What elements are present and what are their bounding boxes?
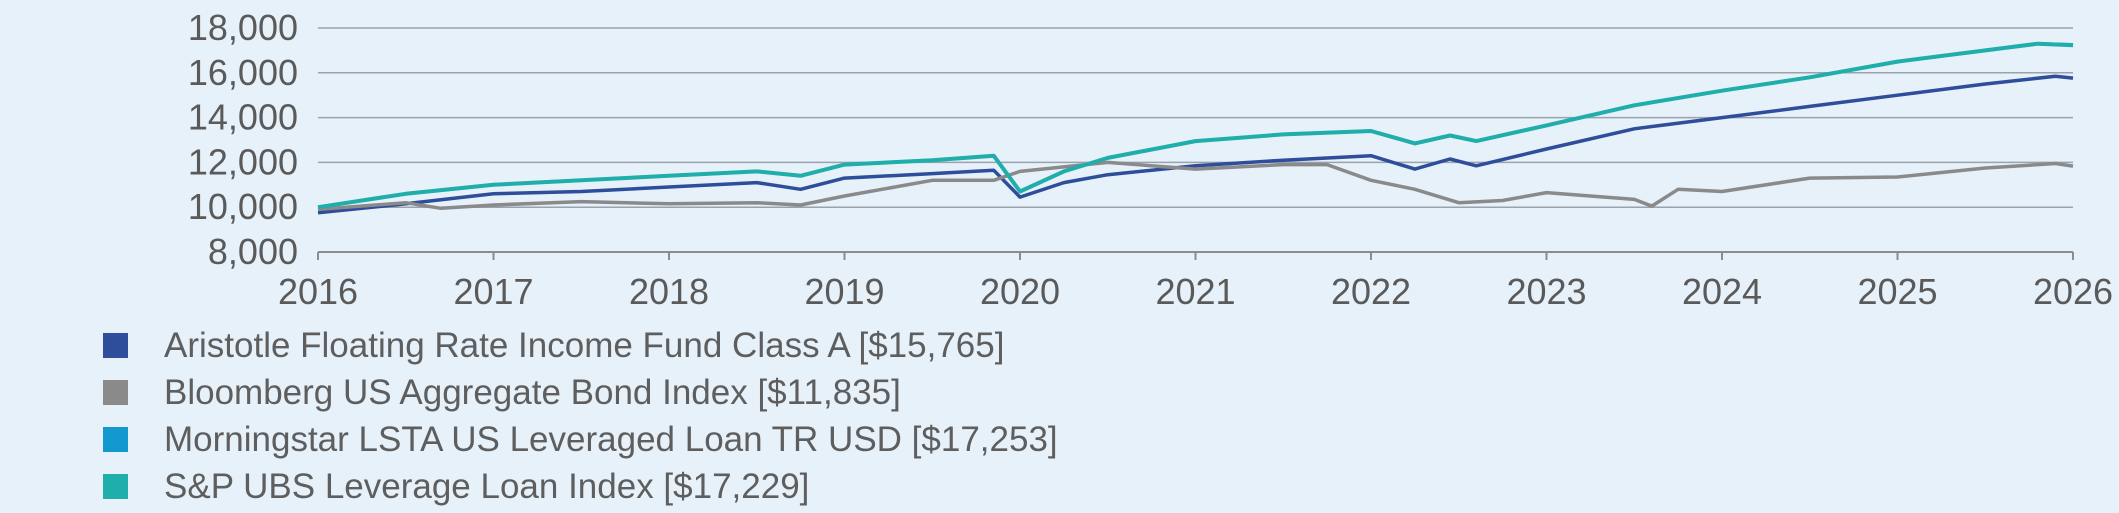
- series-line-1: [317, 74, 2074, 215]
- legend-swatch: [103, 380, 128, 405]
- legend-label: Bloomberg US Aggregate Bond Index [$11,8…: [164, 372, 901, 412]
- x-tick-label: 2025: [1857, 271, 1937, 312]
- legend-item: Bloomberg US Aggregate Bond Index [$11,8…: [103, 369, 1058, 416]
- legend-swatch: [103, 427, 128, 452]
- gridlines: [318, 27, 2073, 253]
- legend: Aristotle Floating Rate Income Fund Clas…: [103, 322, 1058, 510]
- x-tick-label: 2019: [804, 271, 884, 312]
- x-tick-label: 2023: [1506, 271, 1586, 312]
- legend-swatch: [103, 474, 128, 499]
- legend-swatch: [103, 333, 128, 358]
- x-tick-label: 2026: [2033, 271, 2113, 312]
- legend-label: S&P UBS Leverage Loan Index [$17,229]: [164, 466, 810, 506]
- x-tick-label: 2016: [278, 271, 358, 312]
- series-line-4: [317, 41, 2074, 210]
- x-axis-ticks: 2016 2017 2018 2019 2020 2021 2022 2023 2024 2025…: [278, 252, 2113, 312]
- x-tick-label: 2017: [453, 271, 533, 312]
- legend-label: Aristotle Floating Rate Income Fund Clas…: [164, 325, 1005, 365]
- x-tick-label: 2018: [629, 271, 709, 312]
- series-line-3: [317, 41, 2074, 209]
- x-tick-label: 2021: [1155, 271, 1235, 312]
- y-tick-label: 10,000: [188, 186, 298, 227]
- y-tick-label: 14,000: [188, 97, 298, 138]
- x-tick-label: 2020: [980, 271, 1060, 312]
- legend-item: Morningstar LSTA US Leveraged Loan TR US…: [103, 416, 1058, 463]
- legend-item: S&P UBS Leverage Loan Index [$17,229]: [103, 463, 1058, 510]
- series-line-2: [317, 160, 2074, 212]
- y-tick-label: 12,000: [188, 141, 298, 182]
- y-tick-label: 18,000: [188, 7, 298, 48]
- legend-item: Aristotle Floating Rate Income Fund Clas…: [103, 322, 1058, 369]
- x-tick-label: 2022: [1331, 271, 1411, 312]
- series-lines: [317, 41, 2074, 215]
- x-tick-label: 2024: [1682, 271, 1762, 312]
- legend-label: Morningstar LSTA US Leveraged Loan TR US…: [164, 419, 1058, 459]
- y-tick-label: 8,000: [208, 231, 298, 272]
- y-tick-label: 16,000: [188, 52, 298, 93]
